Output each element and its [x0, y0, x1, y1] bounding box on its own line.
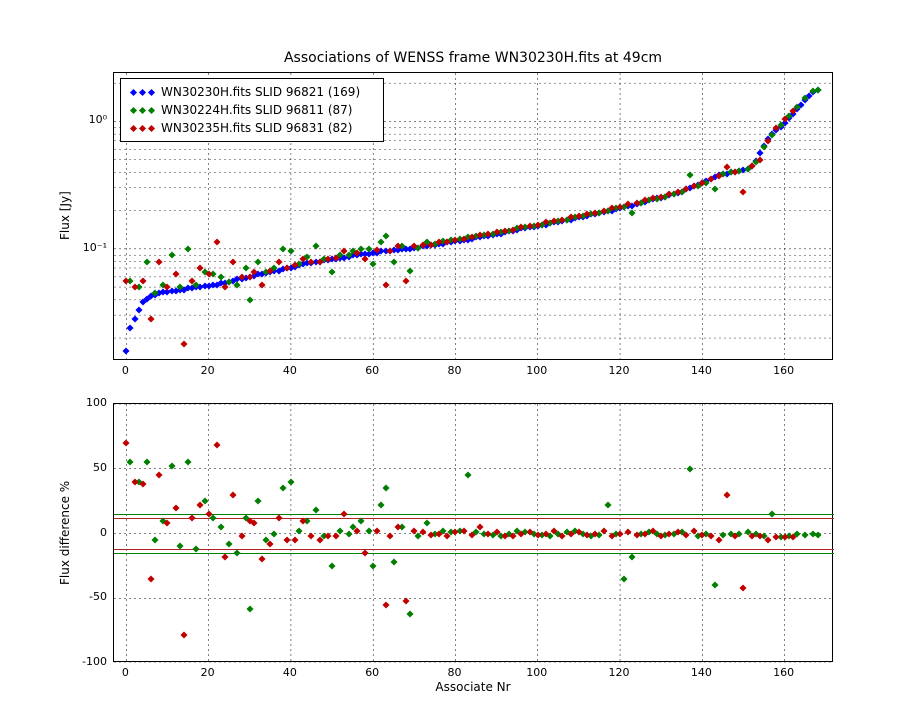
reference-line [114, 514, 834, 515]
legend-dot-icon [129, 88, 136, 95]
figure-title: Associations of WENSS frame WN30230H.fit… [113, 50, 833, 66]
top-xtick: 160 [773, 364, 794, 377]
legend-label: WN30230H.fits SLID 96821 (169) [161, 83, 360, 101]
bottom-xtick: 100 [526, 666, 547, 679]
bottom-xtick: 60 [365, 666, 379, 679]
legend-swatch [129, 108, 155, 113]
legend-dot-icon [138, 124, 145, 131]
bottom-panel [113, 403, 833, 662]
figure: Associations of WENSS frame WN30230H.fit… [0, 0, 900, 720]
legend-label: WN30235H.fits SLID 96831 (82) [161, 119, 353, 137]
top-xtick: 140 [691, 364, 712, 377]
legend-item: WN30235H.fits SLID 96831 (82) [129, 119, 375, 137]
bottom-ytick: 0 [100, 526, 107, 539]
top-xtick: 100 [526, 364, 547, 377]
top-xtick: 60 [365, 364, 379, 377]
top-xtick: 0 [122, 364, 129, 377]
bottom-xtick: 20 [201, 666, 215, 679]
legend-dot-icon [147, 106, 154, 113]
legend-dot-icon [129, 124, 136, 131]
bottom-xtick: 0 [122, 666, 129, 679]
legend-item: WN30224H.fits SLID 96811 (87) [129, 101, 375, 119]
legend-dot-icon [138, 106, 145, 113]
bottom-xtick: 140 [691, 666, 712, 679]
legend-item: WN30230H.fits SLID 96821 (169) [129, 83, 375, 101]
top-xtick: 120 [609, 364, 630, 377]
bottom-ytick: -50 [89, 590, 107, 603]
reference-line [114, 549, 834, 550]
bottom-xtick: 80 [447, 666, 461, 679]
legend-label: WN30224H.fits SLID 96811 (87) [161, 101, 353, 119]
bottom-ylabel: Flux difference % [58, 403, 72, 662]
reference-line [114, 518, 834, 519]
bottom-xtick: 40 [283, 666, 297, 679]
bottom-ytick: 50 [93, 461, 107, 474]
legend-dot-icon [129, 106, 136, 113]
bottom-xtick: 120 [609, 666, 630, 679]
legend-swatch [129, 90, 155, 95]
legend-dot-icon [138, 88, 145, 95]
top-ytick: 10⁰ [89, 113, 107, 126]
legend-dot-icon [147, 88, 154, 95]
bottom-xtick: 160 [773, 666, 794, 679]
top-xtick: 80 [447, 364, 461, 377]
legend-swatch [129, 126, 155, 131]
bottom-ytick: 100 [86, 396, 107, 409]
bottom-ytick: -100 [82, 655, 107, 668]
bottom-xlabel: Associate Nr [113, 680, 833, 694]
reference-line [114, 553, 834, 554]
top-ylabel: Flux [Jy] [58, 72, 72, 360]
top-xtick: 40 [283, 364, 297, 377]
top-xtick: 20 [201, 364, 215, 377]
top-ytick: 10⁻¹ [83, 241, 107, 254]
legend-dot-icon [147, 124, 154, 131]
legend: WN30230H.fits SLID 96821 (169)WN30224H.f… [120, 78, 384, 142]
